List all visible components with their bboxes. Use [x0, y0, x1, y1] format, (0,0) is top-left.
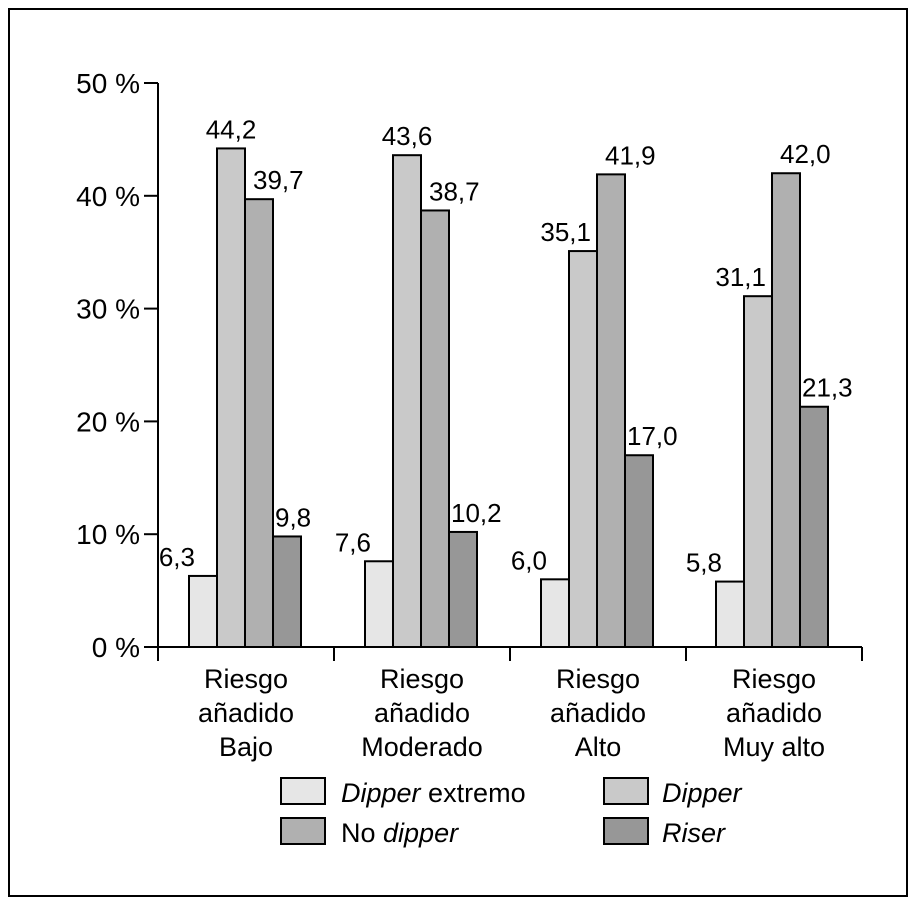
data-label: 10,2 — [451, 498, 502, 528]
y-tick-label: 10 % — [76, 519, 140, 550]
legend-label-plain: extremo — [421, 778, 526, 808]
bar-dipper-extremo — [364, 560, 394, 648]
category-label: Muy alto — [723, 732, 825, 762]
data-label: 17,0 — [627, 421, 678, 451]
bar-no-dipper — [596, 173, 626, 648]
bar-dipper — [743, 295, 773, 648]
y-tick-label: 20 % — [76, 406, 140, 437]
category-label: añadido — [198, 698, 294, 728]
bar-riser — [272, 535, 302, 648]
legend-label-plain: No — [341, 818, 383, 848]
data-label: 39,7 — [253, 165, 304, 195]
bar-no-dipper — [771, 172, 801, 649]
bar-no-dipper — [420, 209, 450, 649]
bar-dipper-extremo — [540, 578, 570, 649]
legend-label-italic: Riser — [662, 818, 726, 848]
legend-swatch — [280, 777, 326, 805]
category-label: Riesgo — [556, 664, 640, 694]
data-label: 21,3 — [802, 373, 853, 403]
legend-label-italic: Dipper — [662, 778, 743, 808]
data-label: 5,8 — [686, 548, 722, 578]
data-label: 9,8 — [275, 502, 311, 532]
bar-riser — [799, 405, 829, 648]
category-label: Riesgo — [204, 664, 288, 694]
category-label: Riesgo — [732, 664, 816, 694]
data-label: 41,9 — [605, 140, 656, 170]
y-tick-label: 40 % — [76, 181, 140, 212]
bar-riser — [448, 530, 478, 648]
y-tick-label: 50 % — [76, 68, 140, 99]
bar-dipper — [216, 147, 246, 648]
y-tick-label: 0 % — [92, 632, 140, 663]
legend-label: Riser — [662, 818, 726, 848]
data-label: 35,1 — [540, 217, 591, 247]
legend-label-italic: dipper — [383, 818, 459, 848]
category-label: añadido — [726, 698, 822, 728]
legend-label-italic: Dipper — [341, 778, 422, 808]
data-label: 7,6 — [335, 527, 371, 557]
bar-dipper — [392, 154, 422, 649]
legend-swatch — [603, 777, 649, 805]
category-label: Moderado — [361, 732, 483, 762]
data-label: 38,7 — [429, 176, 480, 206]
category-label: añadido — [374, 698, 470, 728]
data-label: 44,2 — [206, 114, 257, 144]
bar-dipper — [568, 250, 598, 649]
bar-dipper-extremo — [188, 574, 218, 648]
legend-label: Dipper extremo — [341, 778, 526, 808]
category-label: Alto — [575, 732, 622, 762]
y-tick-label: 30 % — [76, 294, 140, 325]
data-label: 43,6 — [382, 121, 433, 151]
legend-swatch — [603, 817, 649, 845]
legend-swatch — [280, 817, 326, 845]
data-label: 31,1 — [715, 262, 766, 292]
bar-dipper-extremo — [715, 580, 745, 648]
bar-riser — [624, 454, 654, 648]
data-label: 6,3 — [159, 542, 195, 572]
category-label: Riesgo — [380, 664, 464, 694]
category-label: añadido — [550, 698, 646, 728]
data-label: 42,0 — [780, 139, 831, 169]
data-label: 6,0 — [511, 545, 547, 575]
legend-label: Dipper — [662, 778, 743, 808]
legend-label: No dipper — [341, 818, 459, 848]
bar-no-dipper — [244, 198, 274, 649]
category-label: Bajo — [219, 732, 273, 762]
